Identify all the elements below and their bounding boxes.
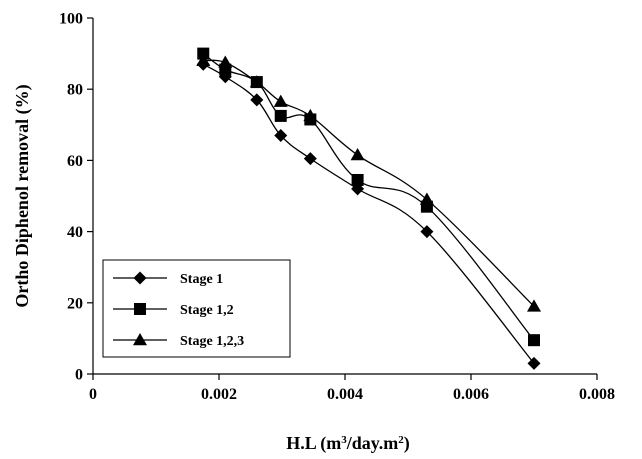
y-tick-label: 80 <box>67 82 83 99</box>
legend-marker-diamond <box>133 271 147 285</box>
data-point-triangle <box>303 108 318 122</box>
y-tick-label: 100 <box>59 11 83 28</box>
series-markers <box>196 47 541 370</box>
data-point-square <box>528 334 540 347</box>
legend-label: Stage 1,2,3 <box>180 334 244 349</box>
y-tick-label: 60 <box>67 153 83 170</box>
y-tick-label: 40 <box>67 224 83 241</box>
data-point-square <box>219 63 232 76</box>
x-tick-label: 0.008 <box>579 386 615 403</box>
x-tick-label: 0 <box>89 386 97 403</box>
data-point-triangle <box>419 192 434 205</box>
data-point-triangle <box>218 55 233 68</box>
y-axis-title: Ortho Diphenol removal (%) <box>12 84 33 307</box>
x-tick-label: 0.004 <box>327 386 363 403</box>
data-point-triangle <box>527 299 541 312</box>
data-point-triangle <box>350 148 365 161</box>
data-point-diamond <box>274 128 288 142</box>
data-point-square <box>351 173 364 186</box>
data-point-square <box>197 47 210 60</box>
x-tick-label: 0.006 <box>453 386 489 403</box>
data-point-diamond <box>250 93 264 107</box>
y-tick-label: 0 <box>75 367 83 384</box>
x-axis-title: H.L (m3/day.m2) <box>286 433 410 454</box>
legend-marker-square <box>134 303 146 315</box>
data-point-triangle <box>273 94 288 107</box>
data-point-square <box>274 109 287 122</box>
data-point-diamond <box>420 225 434 239</box>
legend-marker-triangle <box>133 333 147 346</box>
legend: Stage 1 Stage 1,2 Stage 1,2,3 <box>102 259 291 358</box>
legend-label: Stage 1 <box>180 272 223 287</box>
y-tick-label: 20 <box>67 295 83 312</box>
data-point-triangle <box>249 75 264 88</box>
x-tick-label: 0.002 <box>201 386 237 403</box>
data-point-diamond <box>303 152 317 166</box>
ticks: 0 20 40 60 80 100 0 0.002 0.004 0.006 0.008 <box>59 11 615 404</box>
data-point-diamond <box>527 356 541 370</box>
data-point-triangle <box>196 53 211 66</box>
legend-label: Stage 1,2 <box>180 303 234 318</box>
